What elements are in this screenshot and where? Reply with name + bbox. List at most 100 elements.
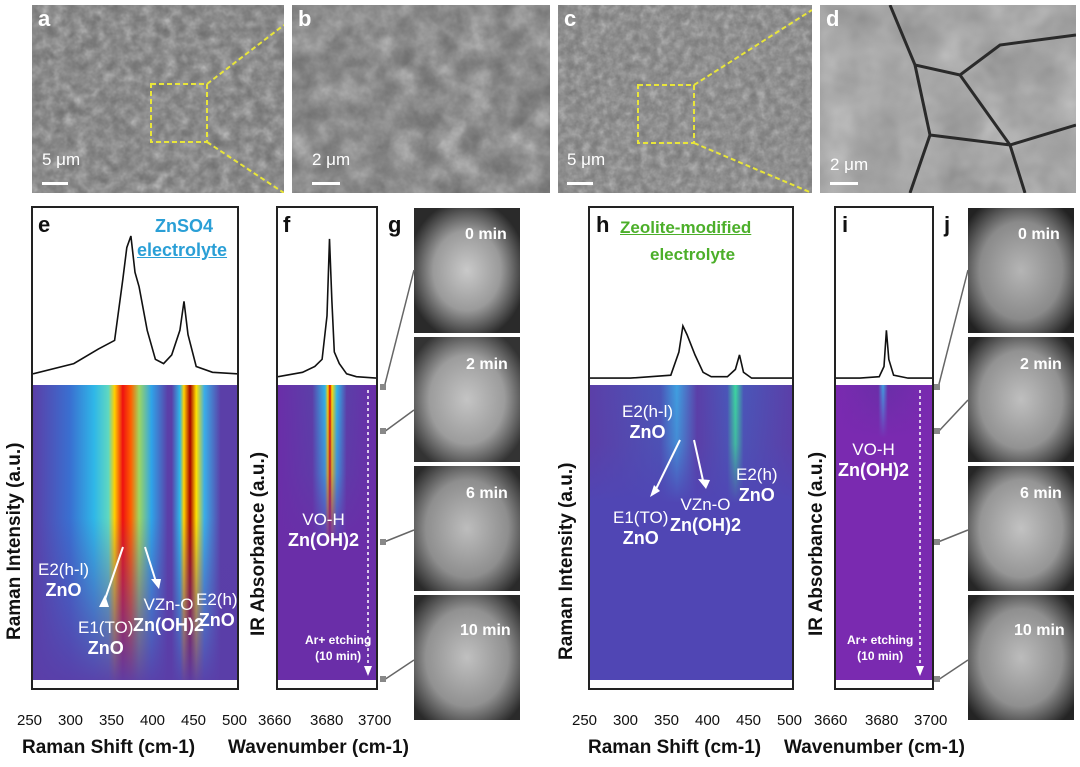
scale-text-a: 5 μm <box>42 150 81 169</box>
panel-f-tick: 3680 <box>310 712 344 729</box>
panel-i-etch: Ar+ etching (10 min) <box>847 633 914 663</box>
panel-j-image-1 <box>968 337 1074 462</box>
panel-g-label: g <box>388 212 402 237</box>
panel-h-tick: 300 <box>613 712 639 729</box>
panel-e-ann-e2hl: E2(h-l) ZnO <box>38 560 90 600</box>
sem-image-c <box>558 5 812 193</box>
panel-h-tick: 500 <box>777 712 803 729</box>
panel-h-xlabel: Raman Shift (cm-1) <box>588 737 762 758</box>
panel-j-image-2 <box>968 466 1074 591</box>
panel-j-time-2: 6 min <box>1020 485 1062 502</box>
scale-bar-a <box>42 182 68 185</box>
panel-f-ann-voh: VO-H Zn(OH)2 <box>288 510 359 550</box>
panel-i-tick: 3700 <box>914 712 948 729</box>
sem-label-c: c <box>564 6 577 31</box>
panel-e-tick: 250 <box>17 712 43 729</box>
panel-g-image-3 <box>414 595 520 720</box>
panel-h-title-1: Zeolite-modified <box>620 218 752 237</box>
spectrum-line-e <box>33 235 237 375</box>
panel-i-tick: 3680 <box>865 712 899 729</box>
spectrum-line-f <box>278 238 376 379</box>
panel-e-label: e <box>38 212 51 237</box>
panel-e-tick: 500 <box>222 712 248 729</box>
panel-g-time-1: 2 min <box>466 356 508 373</box>
panel-g-image-1 <box>414 337 520 462</box>
panel-j-image-0 <box>968 208 1074 333</box>
sem-image-b <box>292 5 550 193</box>
spectrum-line-i <box>836 330 932 379</box>
scale-text-b: 2 μm <box>312 150 351 169</box>
panel-f-tick: 3660 <box>258 712 292 729</box>
sem-image-d <box>820 5 1076 193</box>
panel-j-time-3: 10 min <box>1014 622 1065 639</box>
panel-h-ann-e2hl: E2(h-l) ZnO <box>622 402 674 442</box>
panel-h-ann-e2h: E2(h) ZnO <box>736 465 778 505</box>
sem-label-b: b <box>298 6 312 31</box>
panel-j-image-3 <box>968 595 1074 720</box>
panel-g-connectors <box>380 269 415 682</box>
panel-e-tick: 400 <box>140 712 166 729</box>
panel-f-ylabel: IR Absorbance (a.u.) <box>248 451 269 636</box>
panel-e-spectrum <box>33 235 237 375</box>
sem-image-a <box>32 5 284 193</box>
panel-g-image-2 <box>414 466 520 591</box>
sem-panel-a <box>32 5 284 193</box>
panel-f-etch-arrow <box>364 390 372 676</box>
panel-h-ylabel: Raman Intensity (a.u.) <box>556 462 577 660</box>
panel-j-time-0: 0 min <box>1018 226 1060 243</box>
panel-g-time-3: 10 min <box>460 622 511 639</box>
panel-j-time-1: 2 min <box>1020 356 1062 373</box>
panel-e-tick: 350 <box>99 712 125 729</box>
panel-h-tick: 250 <box>572 712 598 729</box>
panel-e-xlabel: Raman Shift (cm-1) <box>22 737 196 758</box>
panel-i-etch-arrow <box>916 390 924 676</box>
panel-h-spectrum <box>590 323 792 379</box>
sem-panel-b <box>292 5 550 193</box>
sem-panel-d <box>820 5 1076 193</box>
panel-h-tick: 350 <box>654 712 680 729</box>
scale-text-d: 2 μm <box>830 155 869 174</box>
panel-i-map-fade <box>836 385 932 680</box>
scale-bar-b <box>312 182 340 185</box>
panel-h-label: h <box>596 212 610 237</box>
panel-i-ylabel: IR Absorbance (a.u.) <box>806 451 827 636</box>
scale-text-c: 5 μm <box>567 150 606 169</box>
panel-g-image-0 <box>414 208 520 333</box>
sem-label-d: d <box>826 6 840 31</box>
panel-e-title-2: electrolyte <box>137 240 228 260</box>
panel-e-ylabel: Raman Intensity (a.u.) <box>4 442 25 640</box>
panel-f-tick: 3700 <box>358 712 392 729</box>
panel-i-spectrum <box>836 330 932 379</box>
panel-f-xlabel: Wavenumber (cm-1) <box>228 737 409 758</box>
panel-e-arrows <box>99 546 161 607</box>
panel-g-time-2: 6 min <box>466 485 508 502</box>
panel-e-map-fade <box>33 385 237 680</box>
scale-bar-d <box>830 182 858 185</box>
panel-e-ann-e1to: E1(TO) ZnO <box>78 618 134 658</box>
panel-f-etch: Ar+ etching (10 min) <box>305 633 372 663</box>
panel-e-title-1: ZnSO4 <box>155 216 214 236</box>
panel-i-xlabel: Wavenumber (cm-1) <box>784 737 965 758</box>
panel-j-label: j <box>944 212 951 237</box>
panel-i-tick: 3660 <box>814 712 848 729</box>
panel-h-arrows <box>650 439 710 497</box>
panel-e-ann-vzno: VZn-O Zn(OH)2 <box>133 595 204 635</box>
panel-e-tick: 450 <box>181 712 207 729</box>
panel-e-tick: 300 <box>58 712 84 729</box>
panel-h-map-fade <box>590 385 792 680</box>
sem-label-a: a <box>38 6 51 31</box>
sem-panel-c <box>558 5 812 193</box>
panel-h-title-2: electrolyte <box>650 245 736 264</box>
panel-j-connectors <box>934 269 969 682</box>
spectrum-line-h <box>590 323 792 379</box>
panel-h-tick: 400 <box>695 712 721 729</box>
panel-e-ann-e2h: E2(h) ZnO <box>196 590 238 630</box>
panel-e-xticks <box>18 712 254 732</box>
panel-f-spectrum <box>278 238 376 379</box>
panel-g-time-0: 0 min <box>465 226 507 243</box>
scale-bar-c <box>567 182 593 185</box>
panel-f-label: f <box>283 212 291 237</box>
panel-i-label: i <box>842 212 849 237</box>
panel-f-map-fade <box>278 385 376 680</box>
panel-i-ann-voh: VO-H Zn(OH)2 <box>838 440 909 480</box>
